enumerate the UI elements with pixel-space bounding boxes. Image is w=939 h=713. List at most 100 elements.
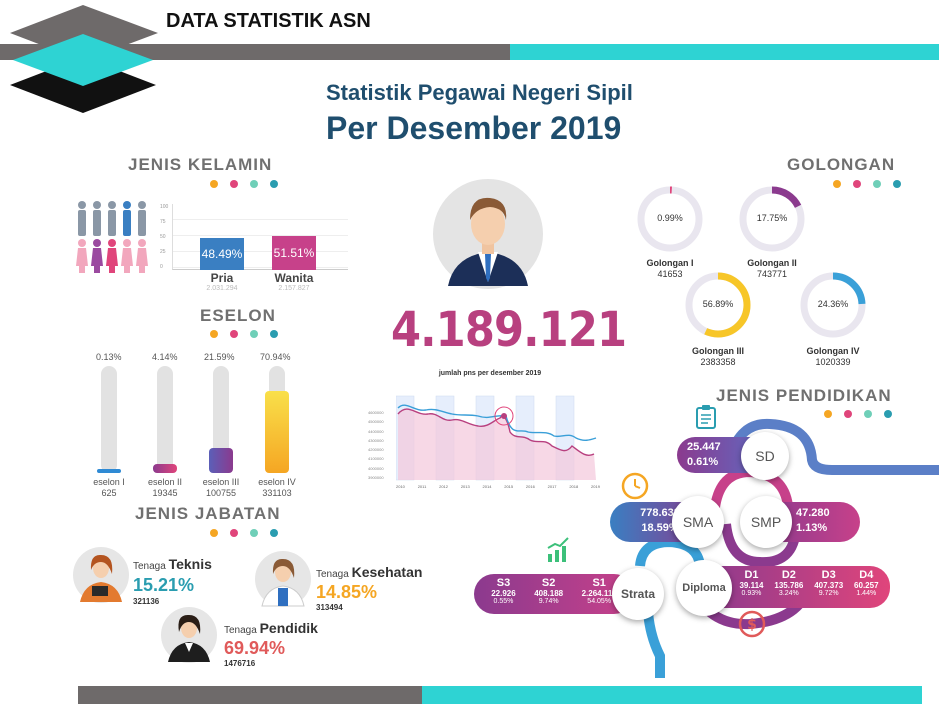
jabatan-section-title: JENIS JABATAN	[135, 504, 281, 523]
donut-arc	[685, 272, 751, 338]
eselon-pct-4: 70.94%	[260, 352, 291, 362]
sd-circle: SD	[741, 432, 789, 480]
diploma-circle: Diploma	[676, 560, 732, 616]
golongan-2-donut	[739, 186, 805, 252]
strata-circle: Strata	[612, 568, 664, 620]
trend-xtick: 2019	[591, 484, 600, 489]
footer-gray-band	[78, 686, 422, 704]
dollar-coin-icon: $	[738, 610, 766, 638]
golongan-3-pct: 56.89%	[702, 299, 734, 309]
trend-xtick: 2017	[547, 484, 557, 489]
golongan-2-label: Golongan II 743771	[747, 258, 797, 279]
kesehatan-pct: 14.85%	[316, 582, 378, 602]
jabatan-dots	[210, 529, 278, 537]
female-label: Wanita	[274, 271, 314, 285]
eselon-pct-2: 4.14%	[152, 352, 178, 362]
male-pct: 48.49%	[201, 247, 243, 261]
eselon-bar-2	[153, 366, 177, 473]
gender-axis-tick: 50	[160, 234, 166, 240]
golongan-3-donut	[685, 272, 751, 338]
eselon-bar-1	[97, 366, 121, 473]
trend-xtick: 2015	[504, 484, 514, 489]
male-count: 2.031.294	[206, 285, 238, 292]
total-caption: jumlah pns per desember 2019	[438, 370, 542, 377]
diploma-d1: D1 39.114 0.93%	[739, 569, 764, 597]
smp-circle: SMP	[740, 496, 792, 548]
eselon-label-3: eselon III 100755	[202, 477, 240, 498]
golongan-3-label: Golongan III 2383358	[692, 346, 744, 367]
eselon-pct-3: 21.59%	[204, 352, 235, 362]
pendidik-title: Tenaga Pendidik	[224, 620, 318, 636]
footer-teal-band	[422, 686, 922, 704]
svg-text:$: $	[747, 617, 757, 633]
gender-axis-tick: 0	[160, 264, 163, 270]
diploma-d4: D4 60.257 1.44%	[854, 569, 879, 597]
teknis-title: Tenaga Teknis	[133, 556, 212, 572]
male-label: Pria	[210, 271, 234, 285]
gender-axis-tick: 25	[160, 249, 166, 255]
trend-xtick: 2016	[525, 484, 535, 489]
headline-title: Per Desember 2019	[326, 110, 622, 146]
teknis-count: 321136	[133, 597, 160, 606]
trend-xtick: 2013	[460, 484, 470, 489]
trend-plot	[396, 395, 597, 481]
gender-axis: 100 75 50 25 0	[160, 204, 172, 270]
pendidik-count: 1476716	[224, 659, 256, 668]
clock-icon	[621, 472, 649, 500]
golongan-4-label: Golongan IV 1020339	[806, 346, 860, 367]
trend-ytick: 4400000	[368, 428, 384, 434]
pendidik-pct: 69.94%	[224, 638, 286, 658]
male-people-icon	[78, 201, 146, 236]
trend-ytick: 4200000	[368, 447, 384, 453]
trend-xtick: 2018	[569, 484, 579, 489]
female-count: 2.157.827	[278, 285, 310, 292]
eselon-bar-3	[209, 366, 233, 473]
gender-chart: 100 75 50 25 0 48.49% 51.51%	[160, 204, 348, 270]
female-bar: 51.51%	[272, 236, 316, 270]
eselon-pct-1: 0.13%	[96, 352, 122, 362]
trend-ytick: 4000000	[368, 465, 384, 471]
golongan-1-pct: 0.99%	[657, 213, 683, 223]
man-avatar	[433, 179, 543, 289]
kesehatan-title: Tenaga Kesehatan	[316, 564, 423, 580]
donut-arc	[800, 272, 866, 338]
trend-ytick: 4100000	[368, 456, 384, 462]
pendidik-woman-avatar	[161, 607, 217, 663]
diploma-d3: D3 407.373 9.72%	[814, 569, 844, 597]
male-bar: 48.49%	[200, 238, 244, 270]
eselon-bar-fill	[265, 391, 289, 473]
gender-axis-tick: 100	[160, 204, 169, 210]
kesehatan-count: 313494	[316, 603, 343, 612]
header-teal-band	[510, 44, 939, 60]
golongan-2-pct: 17.75%	[756, 213, 788, 223]
header-title: DATA STATISTIK ASN	[166, 10, 371, 32]
trend-xtick: 2012	[439, 484, 449, 489]
strata-s2: S2 408.188 9.74%	[534, 577, 564, 605]
sma-circle: SMA	[672, 496, 724, 548]
trend-xtick: 2011	[417, 484, 427, 489]
teknis-pct: 15.21%	[133, 575, 195, 595]
trend-ytick: 4600000	[368, 410, 384, 415]
eselon-bar-fill	[209, 447, 233, 473]
clipboard-icon	[696, 405, 716, 429]
strata-s1: S1 2.264.118 54.05%	[581, 577, 617, 605]
gender-dots	[210, 180, 278, 188]
eselon-label-2: eselon II 19345	[147, 477, 183, 498]
eselon-section-title: ESELON	[200, 306, 276, 325]
eselon-bar-fill	[97, 469, 121, 473]
trend-ytick: 4300000	[368, 437, 384, 443]
donut-arc	[637, 186, 703, 252]
trend-xtick: 2014	[482, 484, 492, 489]
gender-section-title: JENIS KELAMIN	[128, 155, 273, 174]
eselon-bar-4	[265, 366, 289, 473]
trend-yaxis: 4600000 4500000 4400000 4300000 4200000 …	[368, 410, 394, 480]
golongan-dots	[833, 180, 901, 188]
golongan-1-label: Golongan I 41653	[646, 258, 694, 279]
trend-ytick: 3900000	[368, 474, 384, 480]
pendidikan-section-title: JENIS PENDIDIKAN	[716, 386, 892, 405]
gender-axis-tick: 75	[160, 219, 166, 225]
female-pct: 51.51%	[273, 246, 315, 260]
eselon-dots	[210, 330, 278, 338]
pendidikan-dots	[824, 410, 892, 418]
golongan-4-donut	[800, 272, 866, 338]
